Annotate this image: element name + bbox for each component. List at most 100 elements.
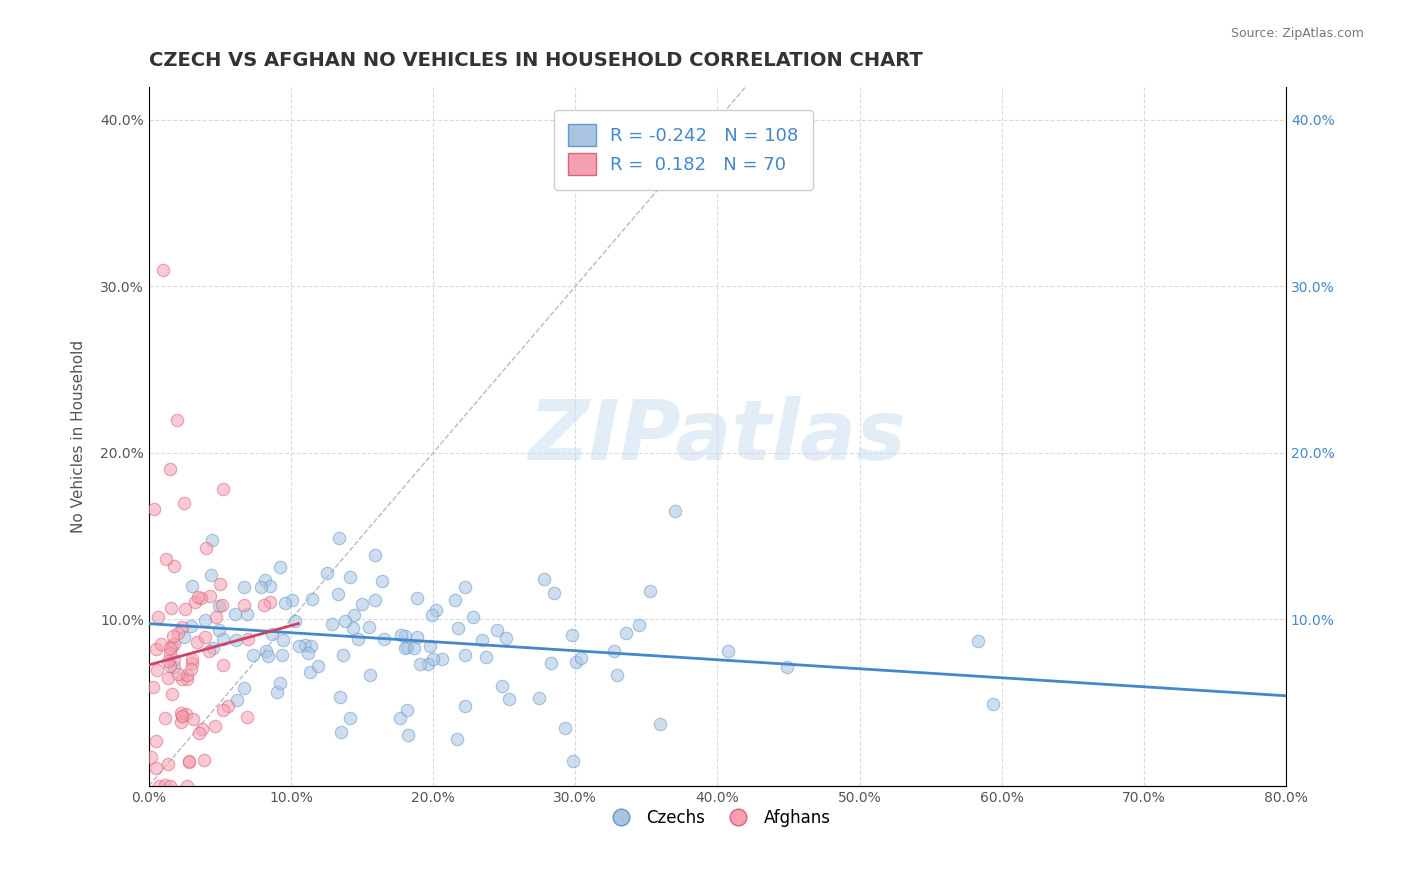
Afghans <box>190 591 212 605</box>
Afghans <box>176 668 198 682</box>
Czechs <box>650 716 672 731</box>
Afghans <box>173 496 195 510</box>
Afghans <box>169 714 191 729</box>
Czechs <box>307 658 329 673</box>
Czechs <box>395 703 418 717</box>
Czechs <box>257 649 280 664</box>
Afghans <box>155 778 177 792</box>
Czechs <box>395 640 418 654</box>
Czechs <box>226 692 249 706</box>
Afghans <box>163 653 186 667</box>
Czechs <box>470 633 492 648</box>
Czechs <box>254 574 277 588</box>
Czechs <box>297 646 319 660</box>
Afghans <box>181 712 204 726</box>
Afghans <box>204 610 226 624</box>
Czechs <box>388 711 411 725</box>
Czechs <box>326 587 349 601</box>
Afghans <box>162 629 184 643</box>
Afghans <box>170 709 193 723</box>
Czechs <box>446 731 468 746</box>
Afghans <box>162 639 184 653</box>
Czechs <box>405 631 427 645</box>
Afghans <box>194 541 217 555</box>
Czechs <box>335 614 357 628</box>
Afghans <box>159 658 181 673</box>
Czechs <box>569 651 592 665</box>
Afghans <box>180 656 202 670</box>
Czechs <box>329 690 352 704</box>
Czechs <box>346 632 368 646</box>
Afghans <box>159 601 181 615</box>
Czechs <box>776 659 799 673</box>
Afghans <box>193 753 215 767</box>
Czechs <box>212 632 235 647</box>
Czechs <box>332 648 354 663</box>
Czechs <box>225 632 247 647</box>
Afghans <box>217 699 239 714</box>
Czechs <box>364 593 387 607</box>
Czechs <box>419 640 441 654</box>
Czechs <box>425 602 447 616</box>
Afghans <box>160 687 183 701</box>
Afghans <box>236 632 259 646</box>
Czechs <box>200 568 222 582</box>
Czechs <box>298 665 321 679</box>
Czechs <box>614 626 637 640</box>
Afghans <box>169 706 191 720</box>
Czechs <box>533 572 555 586</box>
Czechs <box>981 697 1004 711</box>
Czechs <box>299 639 322 653</box>
Czechs <box>543 585 565 599</box>
Afghans <box>145 733 167 747</box>
Czechs <box>359 667 381 681</box>
Czechs <box>339 570 361 584</box>
Afghans <box>157 757 180 772</box>
Afghans <box>162 559 184 574</box>
Legend: Czechs, Afghans: Czechs, Afghans <box>598 802 837 833</box>
Czechs <box>447 621 470 635</box>
Czechs <box>163 660 186 674</box>
Text: ZIPatlas: ZIPatlas <box>529 396 907 476</box>
Afghans <box>176 779 198 793</box>
Czechs <box>565 655 588 669</box>
Czechs <box>269 560 291 574</box>
Czechs <box>405 591 427 605</box>
Czechs <box>373 632 395 646</box>
Afghans <box>166 412 188 426</box>
Afghans <box>159 646 181 660</box>
Czechs <box>316 566 339 580</box>
Afghans <box>180 652 202 666</box>
Czechs <box>389 627 412 641</box>
Czechs <box>249 580 271 594</box>
Czechs <box>232 580 254 594</box>
Czechs <box>352 597 374 611</box>
Afghans <box>174 706 197 721</box>
Czechs <box>236 607 259 622</box>
Czechs <box>454 580 477 594</box>
Afghans <box>159 779 181 793</box>
Y-axis label: No Vehicles in Household: No Vehicles in Household <box>72 340 86 533</box>
Czechs <box>173 630 195 644</box>
Afghans <box>187 590 209 604</box>
Czechs <box>628 617 651 632</box>
Czechs <box>287 639 309 653</box>
Czechs <box>328 531 350 545</box>
Czechs <box>201 533 224 547</box>
Czechs <box>274 596 297 610</box>
Czechs <box>394 629 416 643</box>
Czechs <box>181 580 204 594</box>
Afghans <box>186 634 208 648</box>
Czechs <box>371 574 394 588</box>
Text: CZECH VS AFGHAN NO VEHICLES IN HOUSEHOLD CORRELATION CHART: CZECH VS AFGHAN NO VEHICLES IN HOUSEHOLD… <box>149 51 922 70</box>
Czechs <box>208 624 231 638</box>
Afghans <box>142 680 165 694</box>
Afghans <box>194 631 217 645</box>
Czechs <box>602 644 624 658</box>
Afghans <box>159 640 181 655</box>
Czechs <box>266 685 288 699</box>
Czechs <box>540 656 562 670</box>
Czechs <box>394 640 416 655</box>
Czechs <box>422 652 444 666</box>
Czechs <box>330 725 353 739</box>
